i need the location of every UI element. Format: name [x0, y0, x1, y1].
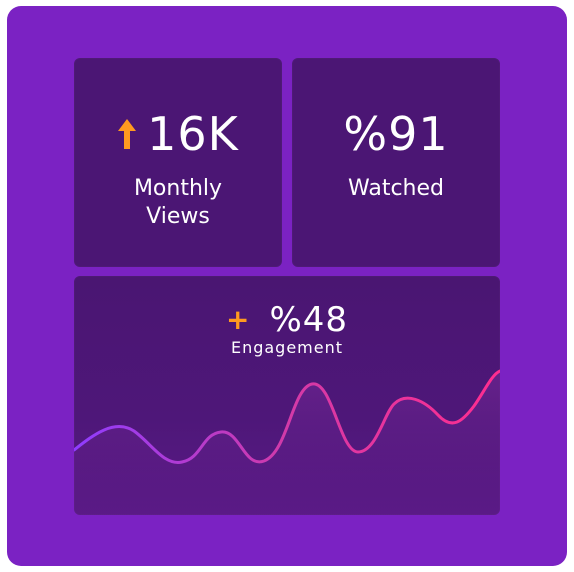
monthly-views-stat: 16K	[74, 111, 282, 157]
monthly-views-value: 16K	[147, 107, 239, 161]
engagement-wave-chart	[74, 369, 500, 515]
monthly-views-label: Monthly Views	[133, 176, 223, 229]
watched-value: %91	[343, 107, 449, 161]
arrow-up-icon	[118, 119, 137, 149]
monthly-views-card: 16K Monthly Views	[74, 58, 282, 267]
dashboard-panel: 16K Monthly Views %91 Watched	[7, 6, 567, 566]
watched-label: Watched	[348, 176, 444, 201]
watched-card: %91 Watched	[292, 58, 500, 267]
engagement-stat: + %48	[74, 303, 500, 337]
engagement-label: Engagement	[230, 338, 344, 357]
engagement-wave-area	[74, 371, 500, 515]
engagement-wave-line	[74, 369, 500, 464]
engagement-value: %48	[269, 300, 349, 340]
watched-stat: %91	[292, 111, 500, 157]
plus-icon: +	[225, 303, 250, 336]
engagement-card: + %48 Engagement	[74, 276, 500, 515]
